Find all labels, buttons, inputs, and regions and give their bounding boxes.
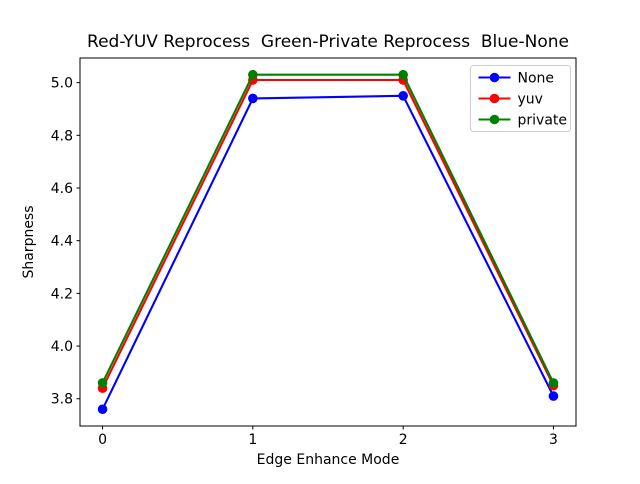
y-tick-label: 4.6 [51,181,73,197]
series-line-yuv [101,78,555,389]
data-point-private-2 [398,69,408,80]
chart-title: Red-YUV Reprocess Green-Private Reproces… [87,32,569,52]
y-tick-label: 5.0 [51,76,73,92]
data-point-None-1 [248,93,258,104]
legend-item-private: private [478,113,568,129]
legend-item-None: None [478,71,555,87]
y-tick-label: 4.2 [51,286,73,302]
x-tick-label: 2 [399,432,408,448]
legend-label: None [518,71,555,87]
legend-label: private [518,113,568,129]
y-tick-label: 4.8 [51,128,73,144]
data-point-private-3 [548,378,559,388]
data-point-None-0 [97,404,108,415]
data-point-private-0 [97,378,108,388]
data-point-None-2 [398,91,408,101]
series-line-private [101,73,555,384]
legend: None yuv private [470,65,571,132]
x-tick-label: 0 [98,432,107,448]
y-tick-label: 4.4 [51,234,73,250]
y-tick-label: 3.8 [51,392,73,408]
series-line-None [101,94,555,410]
data-point-None-3 [548,391,559,401]
x-tick-label: 3 [549,432,558,448]
legend-marker-sample [489,114,500,125]
legend-label: yuv [518,92,543,108]
legend-marker-sample [489,72,500,83]
x-axis-label: Edge Enhance Mode [257,452,400,468]
legend-item-yuv: yuv [478,92,543,108]
y-axis-label: Sharpness [21,205,37,278]
data-point-private-1 [248,69,258,80]
y-tick-label: 4.0 [51,339,73,355]
legend-marker-sample [489,93,500,104]
x-tick-label: 1 [248,432,257,448]
